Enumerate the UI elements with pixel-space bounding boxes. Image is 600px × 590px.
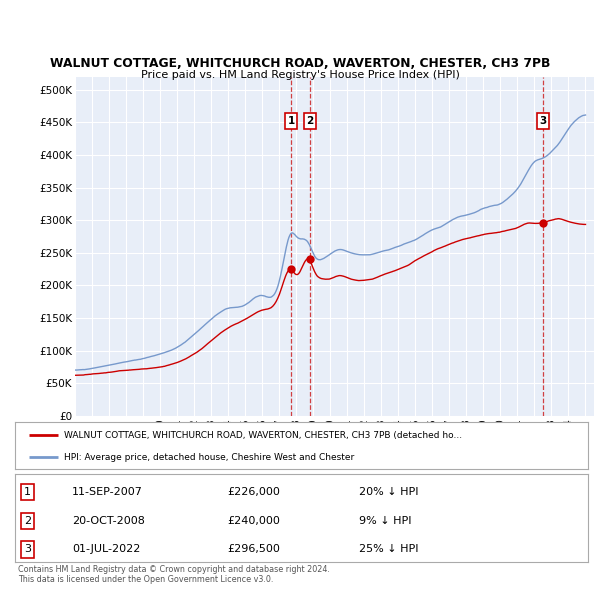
Text: 2: 2 [306,116,313,126]
Text: 3: 3 [24,545,31,555]
Text: 2: 2 [24,516,31,526]
Text: 11-SEP-2007: 11-SEP-2007 [73,487,143,497]
Text: 1: 1 [287,116,295,126]
Text: 20% ↓ HPI: 20% ↓ HPI [359,487,418,497]
Text: WALNUT COTTAGE, WHITCHURCH ROAD, WAVERTON, CHESTER, CH3 7PB (detached ho...: WALNUT COTTAGE, WHITCHURCH ROAD, WAVERTO… [64,431,462,440]
Text: 25% ↓ HPI: 25% ↓ HPI [359,545,418,555]
Text: £296,500: £296,500 [227,545,280,555]
Text: Contains HM Land Registry data © Crown copyright and database right 2024.
This d: Contains HM Land Registry data © Crown c… [18,565,330,584]
Text: HPI: Average price, detached house, Cheshire West and Chester: HPI: Average price, detached house, Ches… [64,453,354,462]
Text: 9% ↓ HPI: 9% ↓ HPI [359,516,412,526]
Text: 1: 1 [24,487,31,497]
Text: 20-OCT-2008: 20-OCT-2008 [73,516,145,526]
Text: Price paid vs. HM Land Registry's House Price Index (HPI): Price paid vs. HM Land Registry's House … [140,70,460,80]
Text: WALNUT COTTAGE, WHITCHURCH ROAD, WAVERTON, CHESTER, CH3 7PB: WALNUT COTTAGE, WHITCHURCH ROAD, WAVERTO… [50,57,550,70]
Text: £226,000: £226,000 [227,487,280,497]
Text: 01-JUL-2022: 01-JUL-2022 [73,545,140,555]
Text: 3: 3 [539,116,547,126]
Text: £240,000: £240,000 [227,516,280,526]
